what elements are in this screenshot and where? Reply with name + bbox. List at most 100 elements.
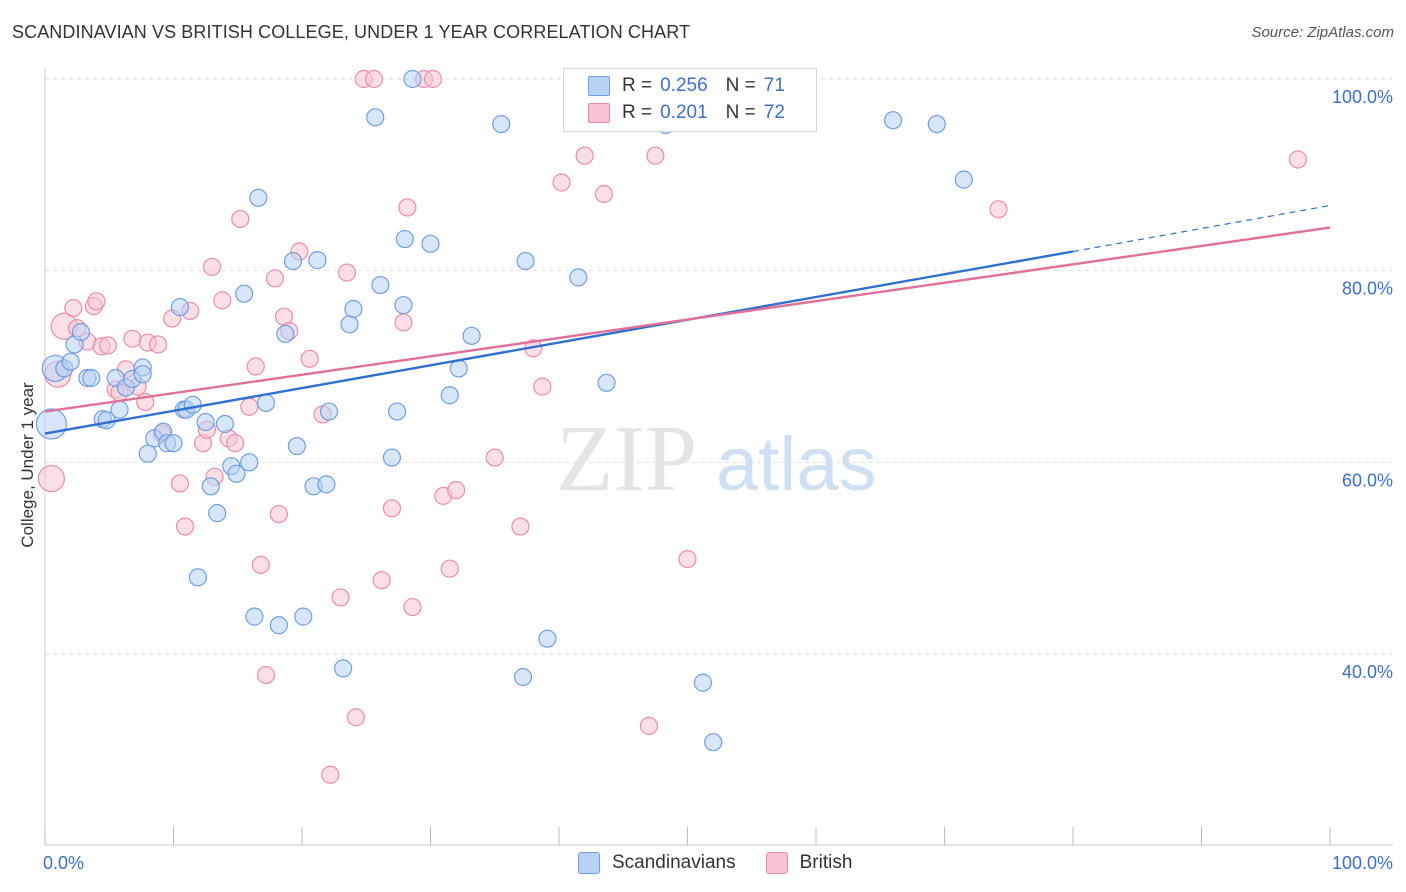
british-point	[265, 269, 285, 288]
scandinavian-point	[164, 434, 183, 453]
british-point	[382, 499, 402, 518]
scandinavian-point	[462, 326, 481, 345]
scandinavian-point	[188, 568, 208, 587]
watermark: ZIP atlas	[556, 407, 877, 511]
british-point	[646, 146, 665, 165]
legend-n-value-scandinavians: 71	[763, 75, 785, 96]
legend-label-british: British	[799, 852, 853, 873]
legend-row-scandinavians: R = 0.256 N = 71	[588, 74, 785, 98]
x-tick-label: 0.0%	[43, 853, 84, 873]
scandinavian-point	[704, 733, 723, 752]
british-point	[148, 335, 168, 354]
scandinavian-point	[240, 453, 259, 472]
scandinavian-trend-extension	[1072, 204, 1331, 253]
scandinavian-point	[294, 607, 313, 626]
legend-item-scandinavians[interactable]: Scandinavians	[578, 852, 736, 874]
x-tick-label: 100.0%	[1332, 853, 1393, 873]
british-point	[251, 555, 270, 574]
y-tick-label: 80.0%	[1342, 279, 1393, 299]
trend-lines	[44, 204, 1331, 435]
scandinavian-point	[287, 436, 306, 456]
british-point	[98, 336, 118, 355]
british-point	[337, 263, 357, 282]
british-point	[246, 357, 265, 376]
british-point	[269, 504, 288, 524]
scandinavian-point	[395, 229, 414, 249]
british-point	[226, 434, 245, 453]
legend-swatch-british	[765, 852, 788, 874]
scandinavian-point	[334, 659, 353, 678]
scandinavian-point	[513, 667, 533, 687]
british-point	[202, 257, 222, 276]
scandinavian-point	[138, 444, 157, 463]
scandinavian-points	[35, 69, 973, 752]
british-point	[256, 665, 276, 685]
british-point	[533, 377, 552, 396]
legend-n-label: N =	[725, 102, 756, 123]
british-point	[331, 588, 350, 607]
british-point	[594, 184, 614, 204]
british-point	[552, 173, 571, 192]
legend-swatch-scandinavians	[578, 852, 600, 874]
scandinavian-point	[440, 386, 459, 405]
british-point	[213, 291, 232, 310]
scandinavian-point	[170, 297, 190, 317]
scandinavian-point	[394, 296, 413, 315]
scandinavian-point	[492, 114, 511, 134]
legend-row-british: R = 0.201 N = 72	[588, 101, 785, 125]
british-point	[37, 465, 66, 493]
legend-n-label: N =	[725, 75, 756, 96]
scandinavian-point	[317, 475, 336, 494]
british-point	[989, 200, 1008, 219]
british-point	[575, 146, 594, 165]
scandinavian-point	[421, 234, 440, 253]
british-point	[346, 708, 366, 727]
y-tick-label: 60.0%	[1342, 470, 1393, 490]
scandinavian-point	[61, 352, 80, 371]
scandinavian-point	[133, 365, 152, 384]
scandinavian-point	[110, 400, 129, 419]
source-label: Source: ZipAtlas.com	[1251, 24, 1394, 41]
british-point	[511, 517, 530, 536]
british-point	[440, 559, 459, 578]
legend-n-value-british: 72	[763, 102, 785, 123]
british-point	[64, 298, 83, 318]
correlation-legend: R = 0.256 N = 71 R = 0.201 N = 72	[563, 68, 817, 132]
british-point	[394, 313, 413, 332]
british-point	[240, 397, 259, 416]
scandinavian-point	[319, 402, 339, 421]
scandinavian-point	[308, 251, 327, 270]
y-tick-label: 100.0%	[1332, 87, 1393, 107]
legend-r-label: R =	[622, 75, 653, 96]
scandinavian-point	[269, 616, 288, 635]
y-tick-label: 40.0%	[1342, 662, 1393, 682]
scandinavian-point	[82, 368, 101, 388]
british-trend-line	[44, 226, 1331, 413]
british-point	[170, 474, 190, 493]
watermark-zip: ZIP	[556, 407, 697, 511]
scandinavian-point	[283, 251, 303, 271]
scandinavian-point	[403, 69, 422, 89]
scandinavian-point	[883, 111, 903, 130]
legend-swatch-british	[588, 103, 610, 123]
legend-item-british[interactable]: British	[765, 852, 853, 874]
legend-swatch-scandinavians	[588, 76, 610, 96]
scandinavian-point	[235, 284, 254, 303]
scandinavian-point	[927, 114, 946, 134]
scandinavian-point	[516, 251, 535, 271]
scandinavian-point	[597, 373, 616, 392]
legend-label-scandinavians: Scandinavians	[612, 852, 736, 873]
british-point	[485, 448, 504, 467]
y-axis-title: College, Under 1 year	[18, 382, 37, 548]
british-point	[398, 198, 417, 217]
scandinavian-point	[215, 414, 234, 434]
tick-labels: 40.0% 60.0% 80.0% 100.0% 0.0% 100.0%	[43, 87, 1393, 873]
british-point	[231, 209, 250, 229]
scandinavian-point	[387, 402, 407, 421]
scandinavian-point	[693, 673, 713, 692]
british-point	[1288, 150, 1307, 169]
scandinavian-point	[35, 408, 68, 440]
series-legend: Scandinavians British	[578, 852, 882, 874]
scandinavian-point	[371, 275, 390, 295]
